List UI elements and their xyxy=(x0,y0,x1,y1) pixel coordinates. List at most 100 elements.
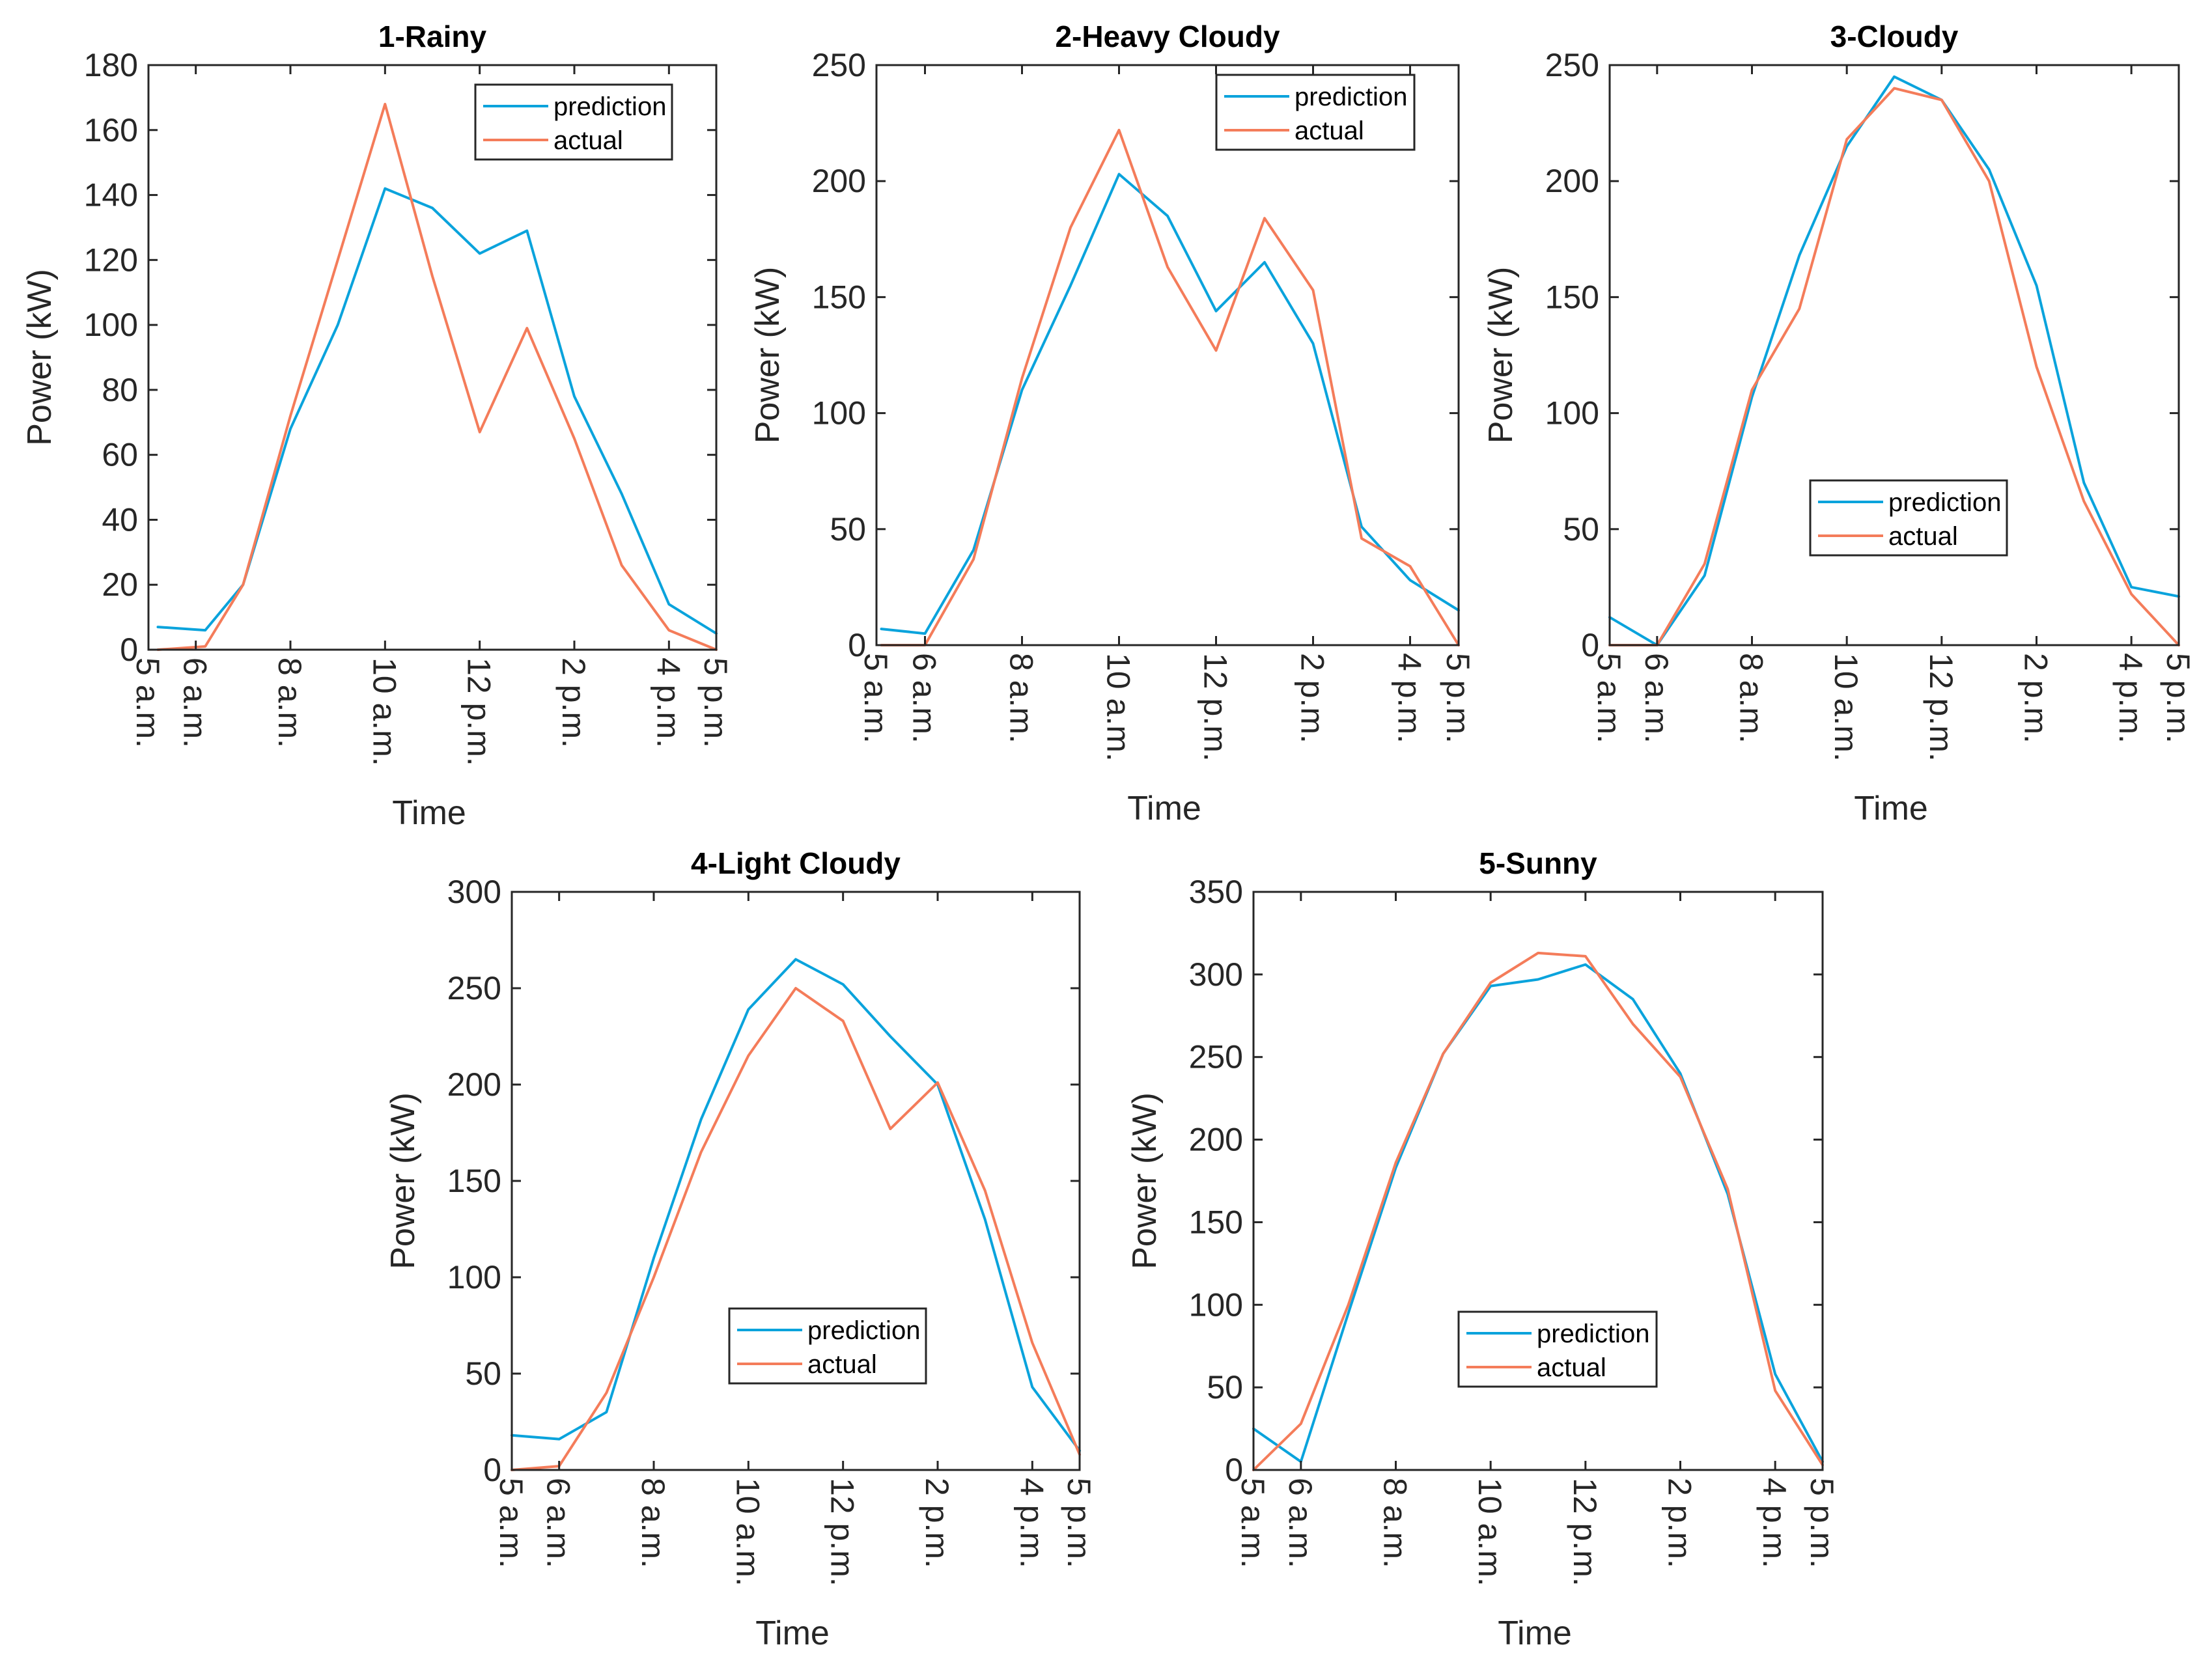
x-tick-label: 5 p.m. xyxy=(1804,1478,1840,1568)
y-tick-label: 0 xyxy=(120,631,138,668)
y-tick-label: 80 xyxy=(102,372,138,408)
y-tick-label: 100 xyxy=(84,307,138,343)
legend-label-actual: actual xyxy=(1888,522,1958,551)
legend: prediction actual xyxy=(1215,74,1416,151)
y-tick-label: 200 xyxy=(1545,163,1599,199)
x-tick-label: 8 a.m. xyxy=(1003,653,1040,743)
x-tick-label: 12 p.m. xyxy=(461,658,497,766)
y-tick-label: 350 xyxy=(1189,874,1243,910)
y-axis-label: Power (kW) xyxy=(1482,267,1520,444)
y-tick-label: 20 xyxy=(102,566,138,603)
y-tick-label: 50 xyxy=(830,511,866,547)
y-tick-label: 250 xyxy=(1189,1039,1243,1075)
x-tick-label: 2 p.m. xyxy=(1662,1478,1698,1568)
y-tick-label: 0 xyxy=(1581,627,1599,663)
y-tick-label: 160 xyxy=(84,112,138,148)
x-tick-label: 10 a.m. xyxy=(1100,653,1137,762)
y-tick-label: 150 xyxy=(1189,1204,1243,1240)
x-tick-label: 5 a.m. xyxy=(130,658,166,748)
y-tick-label: 0 xyxy=(1225,1452,1243,1488)
y-tick-label: 0 xyxy=(483,1452,501,1488)
x-tick-label: 10 a.m. xyxy=(729,1478,766,1586)
legend-box xyxy=(1457,1310,1658,1388)
x-tick-label: 4 p.m. xyxy=(1756,1478,1793,1568)
x-tick-label: 2 p.m. xyxy=(1295,653,1331,743)
series-line-prediction xyxy=(511,958,1081,1452)
x-tick-label: 5 p.m. xyxy=(2160,653,2196,743)
legend-box xyxy=(1809,479,2008,557)
chart-panel-4: 4-Light Cloudy 0 50 100 150 200 250 300 5 a.m. 6 … xyxy=(384,846,1097,1652)
x-tick-label: 2 p.m. xyxy=(555,658,592,748)
x-axis-label: Time xyxy=(392,794,466,832)
y-tick-label: 50 xyxy=(465,1355,501,1392)
chart-panel-5: 5-Sunny 0 50 100 150 200 250 300 350 5 a.m. 6 a.m.… xyxy=(1126,846,1840,1652)
legend: prediction actual xyxy=(474,83,673,161)
y-tick-label: 40 xyxy=(102,501,138,538)
y-tick-label: 50 xyxy=(1207,1369,1243,1406)
y-tick-label: 300 xyxy=(447,874,501,910)
x-axis-label: Time xyxy=(1498,1614,1572,1652)
x-tick-label: 10 a.m. xyxy=(366,658,402,766)
x-tick-label: 8 a.m. xyxy=(1733,653,1770,743)
legend-box xyxy=(474,83,673,161)
plot-frame xyxy=(875,64,1460,646)
legend: prediction actual xyxy=(1457,1310,1658,1388)
x-tick-label: 2 p.m. xyxy=(919,1478,955,1568)
y-axis-label: Power (kW) xyxy=(384,1092,422,1269)
x-tick-label: 5 a.m. xyxy=(1591,653,1627,743)
x-tick-label: 5 a.m. xyxy=(858,653,894,743)
x-tick-label: 12 p.m. xyxy=(824,1478,861,1586)
chart-panel-1: 1-Rainy 0 20 40 60 80 100 120 140 160 180 5 a.m. 6 a… xyxy=(21,20,734,832)
series-line-prediction xyxy=(1608,75,2180,646)
y-axis-label: Power (kW) xyxy=(749,267,787,444)
y-tick-label: 200 xyxy=(1189,1122,1243,1158)
series-line-actual xyxy=(1252,951,1824,1471)
x-tick-label: 6 a.m. xyxy=(177,658,214,748)
chart-panel-3: 3-Cloudy 0 50 100 150 200 250 5 a.m. 6 a.m. 8 a.m… xyxy=(1482,20,2196,827)
y-tick-label: 140 xyxy=(84,177,138,214)
x-tick-label: 4 p.m. xyxy=(1013,1478,1050,1568)
x-axis-label: Time xyxy=(1127,790,1201,827)
chart-title: 4-Light Cloudy xyxy=(691,846,901,880)
y-tick-label: 300 xyxy=(1189,956,1243,993)
chart-title: 5-Sunny xyxy=(1479,846,1597,880)
y-tick-label: 200 xyxy=(812,163,866,199)
y-tick-label: 60 xyxy=(102,437,138,473)
series-line-prediction xyxy=(156,187,718,635)
y-tick-label: 200 xyxy=(447,1066,501,1103)
plot-frame xyxy=(1608,64,2180,646)
y-tick-label: 150 xyxy=(1545,279,1599,315)
x-tick-label: 10 a.m. xyxy=(1472,1478,1508,1586)
y-tick-label: 250 xyxy=(812,47,866,83)
legend-label-prediction: prediction xyxy=(1295,83,1407,111)
y-axis-label: Power (kW) xyxy=(1126,1092,1164,1269)
series-line-actual xyxy=(1608,87,2180,646)
y-tick-label: 100 xyxy=(447,1259,501,1295)
y-tick-label: 180 xyxy=(84,47,138,83)
y-tick-label: 100 xyxy=(1545,395,1599,432)
legend-label-actual: actual xyxy=(1537,1353,1606,1382)
x-axis-label: Time xyxy=(1854,790,1928,827)
plot-frame xyxy=(147,64,718,651)
x-axis-label: Time xyxy=(755,1614,830,1652)
legend-label-prediction: prediction xyxy=(807,1316,920,1345)
x-tick-label: 5 a.m. xyxy=(1235,1478,1271,1568)
x-tick-label: 5 a.m. xyxy=(493,1478,529,1568)
x-tick-label: 6 a.m. xyxy=(1638,653,1675,743)
x-tick-label: 5 p.m. xyxy=(697,658,734,748)
legend: prediction actual xyxy=(1809,479,2008,557)
legend-label-actual: actual xyxy=(1295,117,1364,145)
y-tick-label: 250 xyxy=(1545,47,1599,83)
y-tick-label: 50 xyxy=(1563,511,1599,547)
series-line-actual xyxy=(880,128,1460,646)
legend-box xyxy=(1215,74,1416,151)
y-tick-label: 250 xyxy=(447,970,501,1006)
series-line-actual xyxy=(156,102,718,651)
y-tick-label: 150 xyxy=(447,1163,501,1199)
chart-title: 3-Cloudy xyxy=(1830,20,1959,53)
series-line-prediction xyxy=(880,173,1460,635)
x-tick-label: 10 a.m. xyxy=(1828,653,1864,762)
legend-label-prediction: prediction xyxy=(1537,1320,1649,1348)
x-tick-label: 12 p.m. xyxy=(1197,653,1234,762)
